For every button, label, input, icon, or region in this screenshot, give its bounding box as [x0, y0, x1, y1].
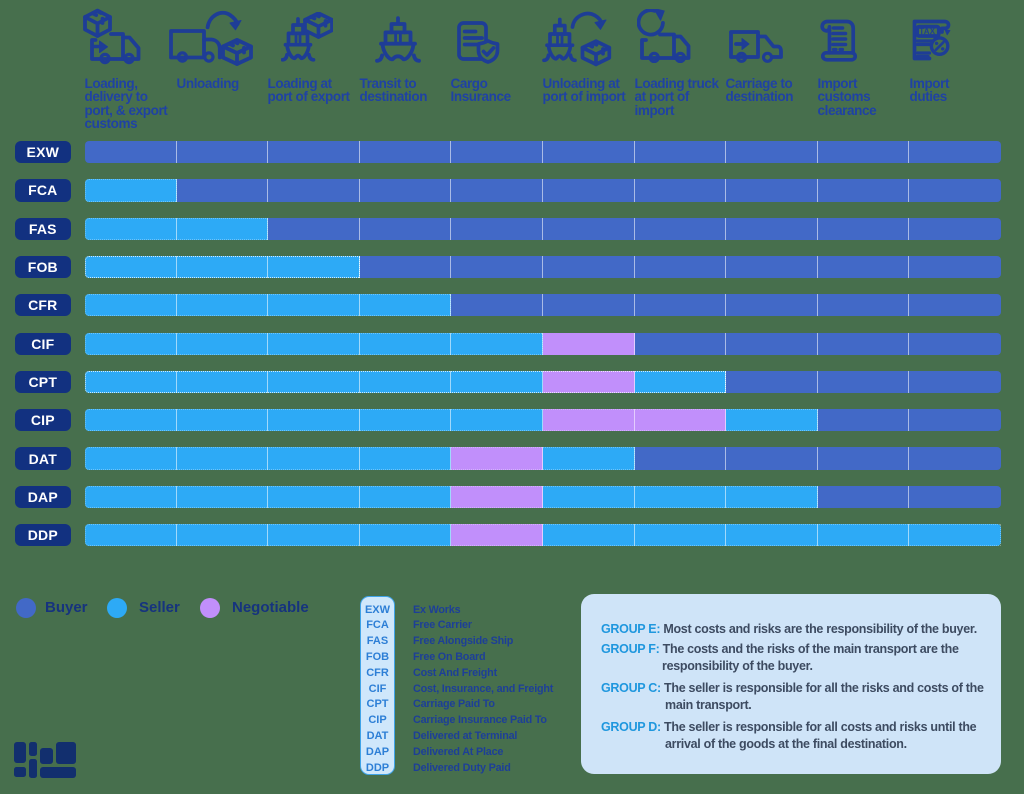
svg-text:TAX: TAX — [919, 27, 935, 36]
